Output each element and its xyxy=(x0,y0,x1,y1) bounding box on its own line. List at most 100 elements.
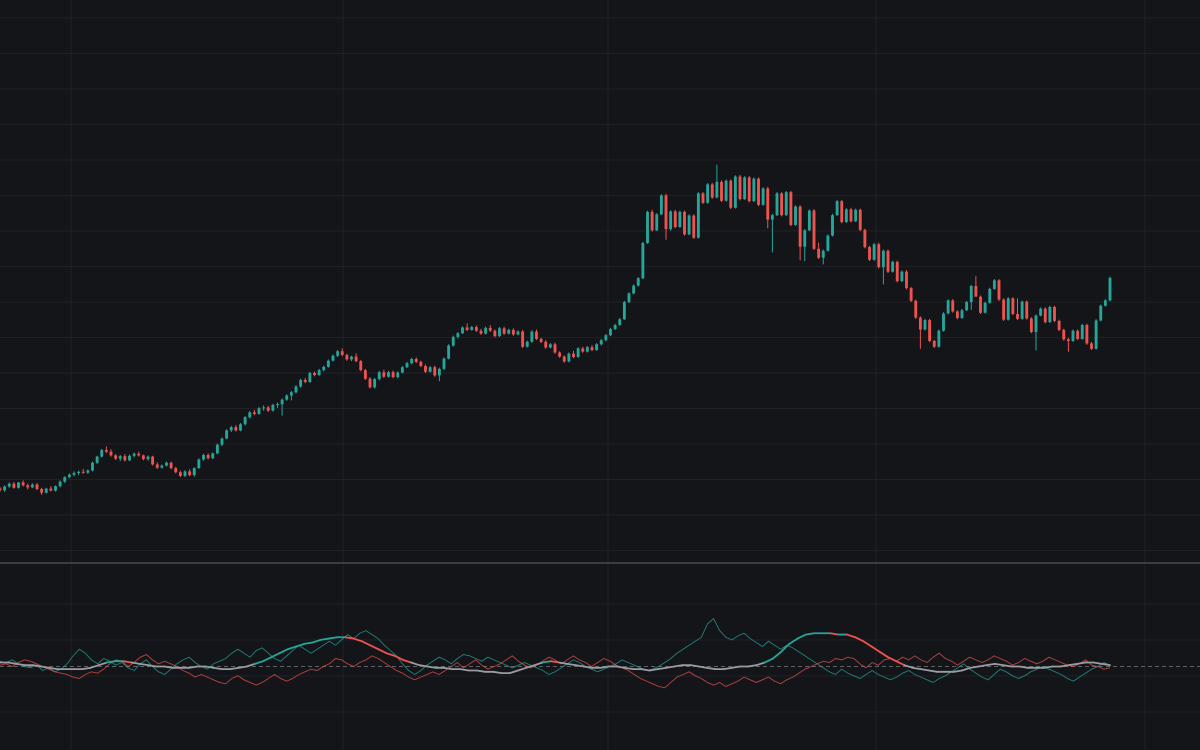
candle xyxy=(659,194,663,216)
indicator-adx-segment xyxy=(327,636,339,640)
candle xyxy=(581,346,585,353)
candle xyxy=(599,338,603,346)
candle-body xyxy=(881,250,885,268)
candle-body xyxy=(1006,298,1010,320)
candle xyxy=(553,342,557,354)
candle-body xyxy=(461,327,464,334)
candle-body xyxy=(359,361,363,371)
candle-body xyxy=(280,399,284,405)
indicator-adx-segment xyxy=(138,662,149,667)
candle xyxy=(160,464,164,469)
candle xyxy=(285,394,289,401)
candle-body xyxy=(308,372,312,382)
candle-body xyxy=(706,184,710,203)
candle xyxy=(669,210,673,231)
candle xyxy=(498,327,501,337)
candle xyxy=(724,179,728,202)
candle xyxy=(1108,276,1112,302)
candle xyxy=(428,366,432,373)
indicator-adx-segment xyxy=(673,664,684,668)
candle xyxy=(1080,323,1084,340)
candle xyxy=(197,458,201,469)
candle-body xyxy=(720,181,723,201)
indicator-adx-segment xyxy=(640,668,651,672)
candle-body xyxy=(470,327,474,330)
candle-body xyxy=(44,488,48,493)
indicator-adx-segment xyxy=(229,666,240,671)
indicator-plus-line xyxy=(0,617,1111,683)
candle xyxy=(539,337,543,344)
candle-body xyxy=(1094,320,1098,349)
candle xyxy=(1025,300,1029,320)
candle xyxy=(544,340,548,349)
candle-body xyxy=(91,462,94,471)
candle-body xyxy=(646,211,649,244)
candle xyxy=(632,284,636,295)
candle-body xyxy=(350,356,353,360)
candle-body xyxy=(414,359,418,362)
candle-body xyxy=(155,464,159,468)
indicator-adx-segment xyxy=(985,662,996,667)
candle-body xyxy=(530,331,534,342)
candle xyxy=(807,209,811,232)
indicator-adx-segment xyxy=(1002,664,1013,668)
indicator-adx-segment xyxy=(426,665,437,669)
candle-body xyxy=(729,180,733,208)
candle-body xyxy=(678,211,682,228)
candle xyxy=(918,316,922,349)
candle-body xyxy=(165,462,168,466)
candle-body xyxy=(174,468,178,473)
candle-body xyxy=(192,468,196,476)
indicator-adx-segment xyxy=(706,666,717,671)
indicator-adx-segment xyxy=(755,661,766,667)
candle xyxy=(488,325,492,332)
indicator-adx-segment xyxy=(212,666,223,671)
candle xyxy=(77,470,81,476)
candle-body xyxy=(595,344,599,351)
candle xyxy=(877,242,881,269)
candle xyxy=(863,228,867,249)
indicator-adx-segment xyxy=(549,660,561,664)
candle xyxy=(535,329,538,341)
indicator-adx-segment xyxy=(845,633,857,639)
candle-body xyxy=(687,215,691,235)
candle-body xyxy=(211,453,215,459)
candle-body xyxy=(498,328,501,337)
candle-body xyxy=(354,356,358,362)
candle-body xyxy=(3,486,7,491)
candle-body xyxy=(1057,320,1061,330)
candle-body xyxy=(812,210,816,249)
indicator-adx-segment xyxy=(895,660,906,667)
candle xyxy=(1039,307,1043,317)
candle xyxy=(40,487,44,495)
candle-body xyxy=(914,300,918,318)
candle-body xyxy=(317,370,321,376)
candle-body xyxy=(118,456,122,459)
candle-body xyxy=(696,193,700,238)
candle-body xyxy=(590,347,594,351)
candle xyxy=(377,370,381,381)
candle xyxy=(909,286,913,303)
candle-body xyxy=(738,176,742,200)
candle xyxy=(636,277,640,287)
indicator-adx-segment xyxy=(270,652,281,659)
candle xyxy=(521,329,525,348)
indicator-adx-segment xyxy=(418,664,429,668)
indicator-adx-segment xyxy=(969,665,980,669)
candle xyxy=(937,329,941,348)
indicator-adx-segment xyxy=(903,664,914,669)
candle xyxy=(331,354,335,362)
candle xyxy=(294,385,298,394)
candle-body xyxy=(609,329,612,336)
candle xyxy=(516,330,520,336)
indicator-adx-segment xyxy=(517,666,528,672)
candle xyxy=(770,213,774,253)
candle-body xyxy=(340,351,344,355)
indicator-adx-segment xyxy=(771,650,783,660)
candle xyxy=(326,359,330,368)
candle xyxy=(26,483,30,490)
candle xyxy=(733,175,737,209)
candle xyxy=(932,339,936,348)
